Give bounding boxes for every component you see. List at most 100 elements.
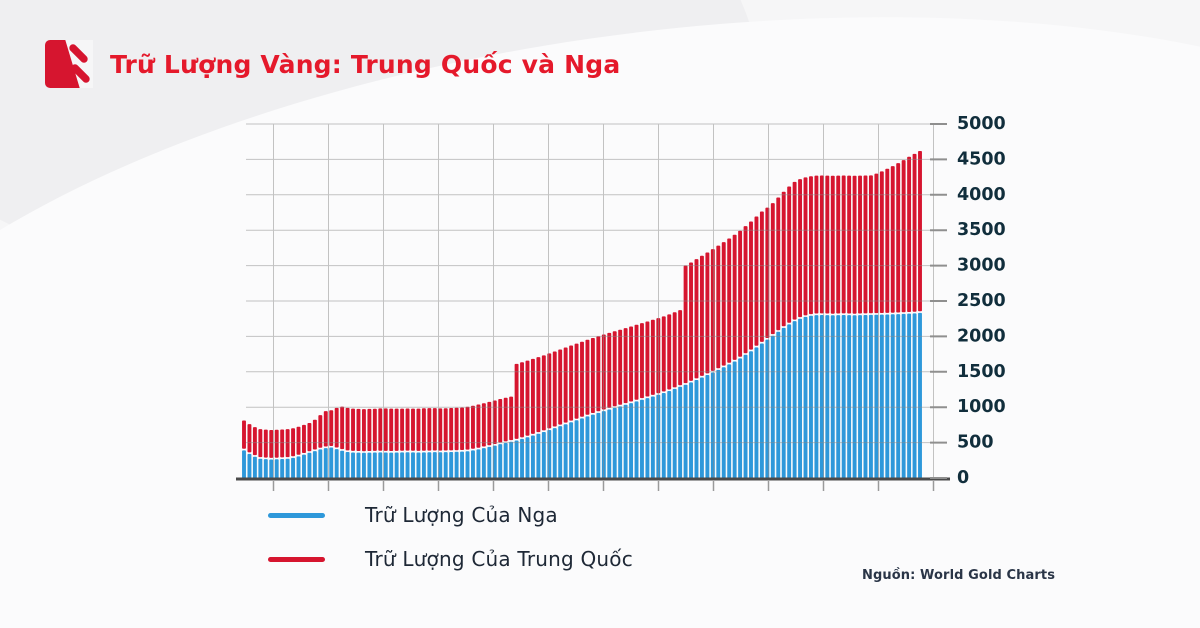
bar-segment-russia xyxy=(438,452,443,478)
bar-segment-china xyxy=(645,321,650,397)
bar-segment-russia xyxy=(263,459,268,478)
bar-segment-china xyxy=(449,408,454,451)
bar-segment-china xyxy=(443,408,448,451)
bar-segment-russia xyxy=(912,313,917,478)
bar-segment-russia xyxy=(503,442,508,478)
bar-segment-china xyxy=(416,408,421,451)
y-axis-label: 4000 xyxy=(957,185,1006,205)
bar-segment-china xyxy=(580,341,584,417)
bar-segment-china xyxy=(852,175,857,314)
bar-segment-china xyxy=(694,259,699,379)
bar-segment-russia xyxy=(580,418,584,478)
bar-segment-russia xyxy=(563,424,568,478)
bar-segment-russia xyxy=(781,327,786,478)
bar-segment-china xyxy=(465,406,470,450)
bar-segment-russia xyxy=(411,452,415,478)
bar-segment-russia xyxy=(454,451,459,478)
bar-segment-russia xyxy=(318,449,323,478)
bar-segment-russia xyxy=(356,452,361,478)
bar-segment-russia xyxy=(727,364,732,478)
bar-segment-russia xyxy=(743,354,748,478)
bar-segment-china xyxy=(841,175,846,314)
y-axis-label: 1000 xyxy=(957,397,1006,417)
bar-segment-russia xyxy=(721,367,726,478)
bar-segment-china xyxy=(345,407,350,451)
bar-segment-russia xyxy=(247,453,252,478)
bar-segment-russia xyxy=(421,452,426,478)
bar-segment-china xyxy=(868,175,873,314)
bar-segment-russia xyxy=(661,393,666,478)
bar-segment-china xyxy=(781,191,786,327)
bar-segment-russia xyxy=(607,409,612,478)
bar-segment-russia xyxy=(809,315,813,478)
bar-segment-russia xyxy=(394,452,399,478)
bar-segment-china xyxy=(400,408,405,451)
bar-segment-russia xyxy=(378,452,383,478)
bar-segment-russia xyxy=(291,457,296,478)
bar-segment-russia xyxy=(819,315,824,478)
bar-segment-russia xyxy=(732,361,737,478)
y-axis-label: 2500 xyxy=(957,291,1006,311)
bar-segment-russia xyxy=(645,398,650,478)
bar-segment-china xyxy=(525,360,530,436)
bar-segment-russia xyxy=(792,321,797,478)
bar-segment-russia xyxy=(640,399,644,478)
y-axis: 0 500 1000 1500 2000 2500 3000 3500 4000 4500 5000 xyxy=(930,114,1006,488)
bar-segment-china xyxy=(394,408,399,451)
bar-segment-china xyxy=(280,429,285,458)
bar-segment-china xyxy=(689,262,693,381)
bar-segment-china xyxy=(596,336,601,412)
brand-logo-icon xyxy=(45,40,93,88)
bar-segment-china xyxy=(809,176,813,315)
bar-segment-china xyxy=(738,230,743,357)
chart-legend: Trữ Lượng Của Nga Trữ Lượng Của Trung Qu… xyxy=(268,502,633,590)
bar-segment-russia xyxy=(465,451,470,478)
bar-segment-russia xyxy=(907,313,912,478)
bar-segment-russia xyxy=(694,379,699,478)
bar-segment-russia xyxy=(345,451,350,478)
bar-segment-russia xyxy=(520,438,524,478)
bar-segment-china xyxy=(743,226,748,354)
y-axis-label: 500 xyxy=(957,433,994,453)
bar-segment-china xyxy=(356,408,361,452)
bar-segment-china xyxy=(242,420,246,449)
bar-segment-china xyxy=(901,160,906,313)
bar-segment-china xyxy=(634,324,639,400)
bar-segment-china xyxy=(247,424,252,453)
bar-segment-russia xyxy=(825,315,830,478)
bar-segment-russia xyxy=(487,446,492,478)
bar-segment-russia xyxy=(296,456,301,478)
bar-segment-china xyxy=(258,429,263,458)
bar-segment-china xyxy=(847,175,852,314)
bar-segment-russia xyxy=(678,386,683,478)
y-axis-label: 0 xyxy=(957,468,969,488)
bar-segment-russia xyxy=(541,431,546,478)
bar-segment-china xyxy=(612,331,617,407)
bar-segment-russia xyxy=(432,452,437,478)
bar-segment-china xyxy=(819,175,824,314)
y-axis-label: 3500 xyxy=(957,220,1006,240)
bar-segment-china xyxy=(716,245,721,369)
bar-segment-russia xyxy=(334,449,339,478)
bar-segment-russia xyxy=(498,444,503,478)
bar-segment-russia xyxy=(738,358,743,478)
y-axis-label: 4500 xyxy=(957,149,1006,169)
bar-segment-china xyxy=(438,408,443,451)
bar-segment-russia xyxy=(585,416,590,478)
bar-segment-russia xyxy=(427,452,432,478)
legend-item-china: Trữ Lượng Của Trung Quốc xyxy=(268,546,633,572)
bar-segment-china xyxy=(454,407,459,451)
bar-segment-china xyxy=(858,175,862,314)
bar-segment-russia xyxy=(340,450,345,478)
bar-segment-russia xyxy=(372,452,377,478)
bar-segment-china xyxy=(759,211,764,342)
bar-segment-russia xyxy=(558,426,563,478)
bar-segment-russia xyxy=(672,388,677,478)
bar-segment-china xyxy=(547,353,552,429)
bar-segment-russia xyxy=(798,318,803,478)
bar-segment-china xyxy=(787,186,792,323)
bar-segment-china xyxy=(552,351,557,427)
bar-segment-russia xyxy=(269,459,274,478)
